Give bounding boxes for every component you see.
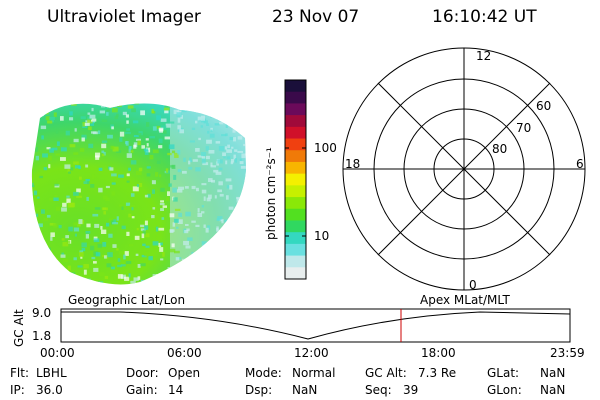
colorbar-unit-label: photon cm⁻²s⁻¹ xyxy=(264,147,278,240)
timeline-xtick-2359: 23:59 xyxy=(550,346,585,360)
seq-label: Seq: xyxy=(365,383,392,397)
instrument-title: Ultraviolet Imager xyxy=(47,7,201,27)
glat-value: NaN xyxy=(540,366,566,380)
polar-diagonal-2 xyxy=(377,82,551,256)
glon-label: GLon: xyxy=(487,383,522,397)
mlt-label-0: 0 xyxy=(469,278,477,292)
ip-value: 36.0 xyxy=(36,383,63,397)
timeline-xtick-0600: 06:00 xyxy=(167,346,202,360)
uv-disk xyxy=(31,103,247,285)
timeline-left-title: Geographic Lat/Lon xyxy=(68,293,186,307)
filter-label: Flt: xyxy=(10,366,29,380)
colorbar-segment xyxy=(285,161,306,175)
colorbar-segment xyxy=(285,138,306,151)
colorbar-segment xyxy=(285,220,306,233)
colorbar-segment xyxy=(285,91,306,104)
colorbar-segment xyxy=(285,197,306,210)
ip-label: IP: xyxy=(10,383,25,397)
timeline-right-title: Apex MLat/MLT xyxy=(420,293,510,307)
uv-image xyxy=(31,103,247,285)
mlt-label-6: 6 xyxy=(576,157,584,171)
timeline-plot xyxy=(60,308,571,343)
colorbar-segment xyxy=(285,115,306,128)
colorbar-segment xyxy=(285,173,306,186)
colorbar-tick-10: 10 xyxy=(314,229,330,243)
timeline-ytick-top: 9.0 xyxy=(32,306,52,320)
door-label: Door: xyxy=(126,366,159,380)
gain-label: Gain: xyxy=(126,383,158,397)
colorbar-segment xyxy=(285,232,306,245)
lat-label-60: 60 xyxy=(536,99,551,113)
mode-value: Normal xyxy=(292,366,336,380)
lat-label-80: 80 xyxy=(492,142,507,156)
mode-label: Mode: xyxy=(245,366,282,380)
altitude-curve xyxy=(61,311,571,340)
colorbar-segment xyxy=(285,243,306,257)
colorbar-segment xyxy=(285,255,306,268)
time-label: 16:10:42 UT xyxy=(432,7,537,27)
timeline-axis-name: GC Alt xyxy=(12,309,26,347)
mlt-label-18: 18 xyxy=(345,157,360,171)
dsp-label: Dsp: xyxy=(245,383,273,397)
gcalt-label: GC Alt: xyxy=(365,366,407,380)
colorbar-segment xyxy=(285,103,306,116)
timeline-xtick-1800: 18:00 xyxy=(421,346,456,360)
colorbar-segment xyxy=(285,80,306,93)
timeline-xtick-1200: 12:00 xyxy=(294,346,329,360)
seq-value: 39 xyxy=(403,383,419,397)
gcalt-value: 7.3 Re xyxy=(418,366,457,380)
timeline-ytick-bottom: 1.8 xyxy=(32,329,52,343)
colorbar-segment xyxy=(285,150,306,163)
colorbar-segment xyxy=(285,267,306,280)
mlt-label-12: 12 xyxy=(476,49,491,63)
filter-value: LBHL xyxy=(36,366,67,380)
polar-plot: 12 18 6 0 60 70 80 xyxy=(342,47,586,292)
timeline-frame xyxy=(60,308,571,343)
colorbar-segment xyxy=(285,126,306,140)
colorbar-segment xyxy=(285,185,306,198)
colorbar-tick-100: 100 xyxy=(314,141,337,155)
lat-label-70: 70 xyxy=(516,121,531,135)
gain-value: 14 xyxy=(168,383,184,397)
colorbar-segment xyxy=(285,208,306,221)
timeline-xtick-0000: 00:00 xyxy=(40,346,75,360)
glat-label: GLat: xyxy=(487,366,520,380)
date-label: 23 Nov 07 xyxy=(272,7,360,27)
dsp-value: NaN xyxy=(292,383,318,397)
glon-value: NaN xyxy=(540,383,566,397)
door-value: Open xyxy=(168,366,201,380)
colorbar xyxy=(284,79,307,280)
